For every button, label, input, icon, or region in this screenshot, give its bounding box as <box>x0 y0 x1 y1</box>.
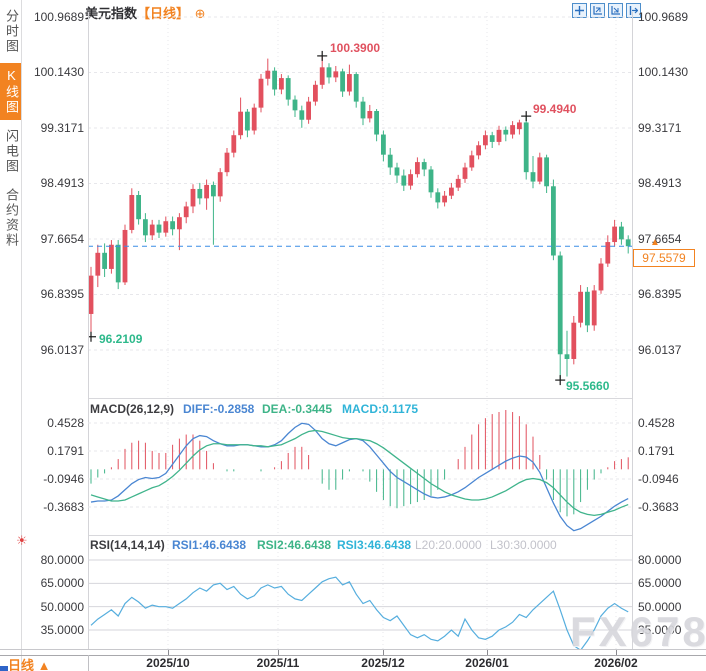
rsi-title: RSI(14,14,14) <box>90 538 165 552</box>
expand-icon[interactable]: ⊕ <box>194 6 206 21</box>
rsi3-value: RSI3:46.6438 <box>337 538 412 552</box>
candlestick-chart[interactable] <box>88 0 632 398</box>
price-axis-label: 99.3171 <box>40 121 84 135</box>
high-annotation: 100.3900 <box>330 41 381 55</box>
macd-axis-label: -0.3683 <box>43 500 84 514</box>
sidebar-item-contract-info[interactable]: 合约资料 <box>4 188 19 248</box>
time-tick <box>278 650 279 655</box>
time-axis-label: 2025/12 <box>361 656 405 670</box>
macd-axis-label: -0.3683 <box>638 500 679 514</box>
price-axis-label: 99.3171 <box>638 121 682 135</box>
hot-icon: ☀ <box>16 533 28 548</box>
price-axis-label: 97.6654 <box>40 232 84 246</box>
price-axis-label: 100.1430 <box>638 65 689 79</box>
rsi-axis-label: 50.0000 <box>638 600 682 614</box>
time-tick <box>487 650 488 655</box>
price-axis-label: 96.8395 <box>638 287 682 301</box>
rsi1-value: RSI1:46.6438 <box>172 538 247 552</box>
macd-axis-label: 0.1791 <box>638 444 675 458</box>
panel-divider <box>88 398 632 399</box>
chart-toolbar <box>572 3 641 18</box>
chart-title: 美元指数【日线】 ⊕ <box>85 3 206 22</box>
time-tick <box>616 650 617 655</box>
price-up-arrow-icon: ▲ <box>650 237 660 248</box>
compress-right-icon[interactable] <box>608 3 623 18</box>
compress-left-icon[interactable] <box>590 3 605 18</box>
macd-axis-label: 0.4528 <box>47 416 84 430</box>
macd-axis-label: -0.0946 <box>638 472 679 486</box>
time-axis-label: 2025/11 <box>256 656 300 670</box>
rsi-l20-value: L20:20.0000 <box>415 538 482 552</box>
watermark: FX678 <box>570 608 706 655</box>
panel-divider <box>88 655 89 671</box>
rsi-axis-label: 80.0000 <box>638 553 682 567</box>
time-tick <box>383 650 384 655</box>
macd-axis-label: -0.0946 <box>43 472 84 486</box>
macd-value: MACD:0.1175 <box>342 402 419 416</box>
macd-axis-label: 0.1791 <box>47 444 84 458</box>
rsi-chart[interactable] <box>88 540 632 650</box>
plot-left-border <box>88 12 89 650</box>
price-axis-label: 98.4913 <box>40 176 84 190</box>
panel-divider <box>0 649 706 650</box>
rsi-axis-label: 65.0000 <box>40 576 84 590</box>
macd-chart[interactable] <box>88 400 632 535</box>
high-annotation: 99.4940 <box>533 102 577 116</box>
time-axis-label: 2026/01 <box>465 656 509 670</box>
sidebar-item-lightning-chart[interactable]: 闪电图 <box>4 129 19 174</box>
price-axis-label: 96.0137 <box>40 343 84 357</box>
time-tick <box>168 650 169 655</box>
panel-divider <box>88 535 632 536</box>
price-axis-label: 100.9689 <box>33 10 84 24</box>
sidebar-item-time-chart[interactable]: 分时图 <box>4 9 19 54</box>
rsi-axis-label: 80.0000 <box>40 553 84 567</box>
low-annotation: 96.2109 <box>99 332 143 346</box>
low-annotation: 95.5660 <box>566 379 610 393</box>
shift-right-icon[interactable] <box>626 3 641 18</box>
price-axis-label: 96.0137 <box>638 343 682 357</box>
rsi2-value: RSI2:46.6438 <box>257 538 332 552</box>
macd-title: MACD(26,12,9) <box>90 402 175 416</box>
price-axis-label: 97.6654 <box>638 232 682 246</box>
corner-marker <box>0 666 8 671</box>
sidebar: 分时图 K线图 闪电图 合约资料 <box>0 0 22 671</box>
macd-axis-label: 0.4528 <box>638 416 675 430</box>
time-axis-label: 2026/02 <box>594 656 638 670</box>
crosshair-icon[interactable] <box>572 3 587 18</box>
macd-diff-value: DIFF:-0.2858 <box>183 402 255 416</box>
rsi-axis-label: 35.0000 <box>638 623 682 637</box>
price-axis-label: 96.8395 <box>40 287 84 301</box>
price-axis-label: 98.4913 <box>638 176 682 190</box>
plot-right-border <box>632 12 633 650</box>
rsi-axis-label: 65.0000 <box>638 576 682 590</box>
current-price-tag: 97.5579 <box>633 249 695 267</box>
price-axis-label: 100.1430 <box>33 65 84 79</box>
price-axis-label: 100.9689 <box>638 10 689 24</box>
time-axis-label: 2025/10 <box>146 656 190 670</box>
rsi-axis-label: 50.0000 <box>40 600 84 614</box>
sidebar-item-kline-chart[interactable]: K线图 <box>0 63 21 120</box>
rsi-axis-label: 35.0000 <box>40 623 84 637</box>
period-dropdown-button[interactable]: 日线 ▲ <box>8 658 51 671</box>
macd-dea-value: DEA:-0.3445 <box>262 402 333 416</box>
panel-divider <box>0 655 706 656</box>
rsi-l30-value: L30:30.0000 <box>490 538 557 552</box>
